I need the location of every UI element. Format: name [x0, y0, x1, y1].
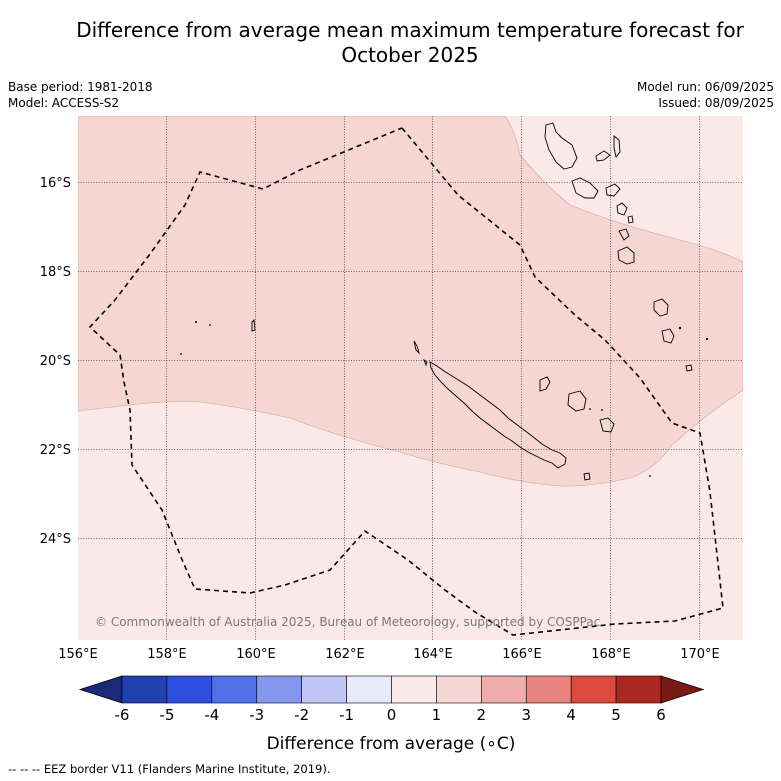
- colorbar: -6 -5 -4 -3 -2 -1 0 1 2 3 4 5 6: [78, 675, 705, 724]
- island-dot: [705, 337, 709, 341]
- loyalty-north-coast: [653, 298, 693, 372]
- base-period-text: Base period: 1981-2018: [8, 80, 153, 94]
- colorbar-tick-label: -6: [115, 706, 130, 724]
- colorbar-label: Difference from average (: [267, 734, 487, 754]
- model-text: Model: ACCESS-S2: [8, 96, 120, 110]
- vanuatu-coast: [544, 122, 635, 265]
- colorbar-swatch: [211, 675, 258, 704]
- lon-label-170: 170°E: [680, 647, 720, 662]
- island-dot: [601, 409, 603, 411]
- colorbar-swatch: [346, 675, 392, 704]
- colorbar-tick-label: 2: [477, 706, 487, 724]
- colorbar-tick-label: -2: [294, 706, 309, 724]
- anomaly-1-2-region: [78, 116, 743, 487]
- island-dot: [209, 324, 211, 326]
- colorbar-tick-label: 5: [611, 706, 621, 724]
- new-caledonia-coast: [429, 361, 567, 469]
- isle-of-pines-coast: [583, 472, 591, 481]
- lat-label-16: 16°S: [40, 176, 71, 191]
- map-area: © Commonwealth of Australia 2025, Bureau…: [78, 116, 743, 640]
- model-run-text: Model run: 06/09/2025: [636, 80, 774, 94]
- colorbar-tick-label: -3: [249, 706, 264, 724]
- title-line-2: October 2025: [341, 43, 479, 67]
- lat-label-20: 20°S: [40, 354, 71, 369]
- colorbar-swatch: [436, 675, 482, 704]
- lat-label-22: 22°S: [40, 443, 71, 458]
- colorbar-swatch: [256, 675, 302, 704]
- eez-legend-text: EEZ border V11 (Flanders Marine Institut…: [43, 762, 331, 776]
- colorbar-tick-label: -5: [159, 706, 174, 724]
- colorbar-tick-label: 0: [387, 706, 397, 724]
- loyalty-islands-coast: [539, 376, 615, 433]
- colorbar-tick-label: 4: [566, 706, 576, 724]
- chart-title: Difference from average mean maximum tem…: [0, 18, 781, 68]
- eez-legend-marker: -- -- --: [8, 762, 41, 776]
- run-info: Model run: 06/09/2025 Issued: 08/09/2025: [637, 79, 774, 111]
- lat-label-24: 24°S: [40, 532, 71, 547]
- chesterfield-coast: [251, 319, 256, 332]
- lon-label-160: 160°E: [236, 647, 276, 662]
- copyright-text: © Commonwealth of Australia 2025, Bureau…: [95, 615, 600, 629]
- lon-label-166: 166°E: [502, 647, 542, 662]
- colorbar-swatch: [525, 675, 572, 704]
- colorbar-swatch: [166, 675, 213, 704]
- island-dot: [649, 475, 651, 477]
- colorbar-extend-low: [78, 675, 123, 704]
- colorbar-swatch: [570, 675, 617, 704]
- eez-border: [88, 127, 724, 636]
- colorbar-swatch: [615, 675, 662, 704]
- colorbar-swatch: [301, 675, 347, 704]
- colorbar-swatch: [391, 675, 437, 704]
- colorbar-swatch: [121, 675, 168, 704]
- coastlines: [251, 122, 693, 481]
- island-dot: [589, 408, 591, 410]
- island-dot: [180, 353, 182, 355]
- colorbar-tick-label: -1: [339, 706, 354, 724]
- lat-label-18: 18°S: [40, 265, 71, 280]
- belep-islands-coast: [413, 340, 428, 367]
- colorbar-extend-high: [660, 675, 705, 704]
- lon-label-158: 158°E: [147, 647, 187, 662]
- lat-axis: 16°S 18°S 20°S 22°S 24°S: [40, 176, 71, 547]
- colorbar-title: Difference from average (∘C): [267, 734, 516, 754]
- eez-legend: -- -- -- EEZ border V11 (Flanders Marine…: [8, 762, 331, 776]
- colorbar-swatch: [481, 675, 527, 704]
- colorbar-tick-label: 1: [432, 706, 442, 724]
- graticule: [78, 116, 743, 640]
- lon-label-168: 168°E: [591, 647, 631, 662]
- title-line-1: Difference from average mean maximum tem…: [76, 18, 744, 42]
- small-islands: [180, 321, 709, 477]
- island-dot: [678, 326, 682, 330]
- lon-label-164: 164°E: [413, 647, 453, 662]
- island-dot: [195, 321, 197, 323]
- lon-axis: 156°E 158°E 160°E 162°E 164°E 166°E 168°…: [58, 647, 720, 662]
- issued-text: Issued: 08/09/2025: [658, 96, 774, 110]
- colorbar-tick-label: 6: [656, 706, 666, 724]
- colorbar-unit: ∘C): [486, 734, 515, 754]
- lon-label-156: 156°E: [58, 647, 98, 662]
- colorbar-tick-label: -4: [204, 706, 219, 724]
- lon-label-162: 162°E: [325, 647, 365, 662]
- colorbar-tick-label: 3: [521, 706, 531, 724]
- base-info: Base period: 1981-2018 Model: ACCESS-S2: [8, 79, 153, 111]
